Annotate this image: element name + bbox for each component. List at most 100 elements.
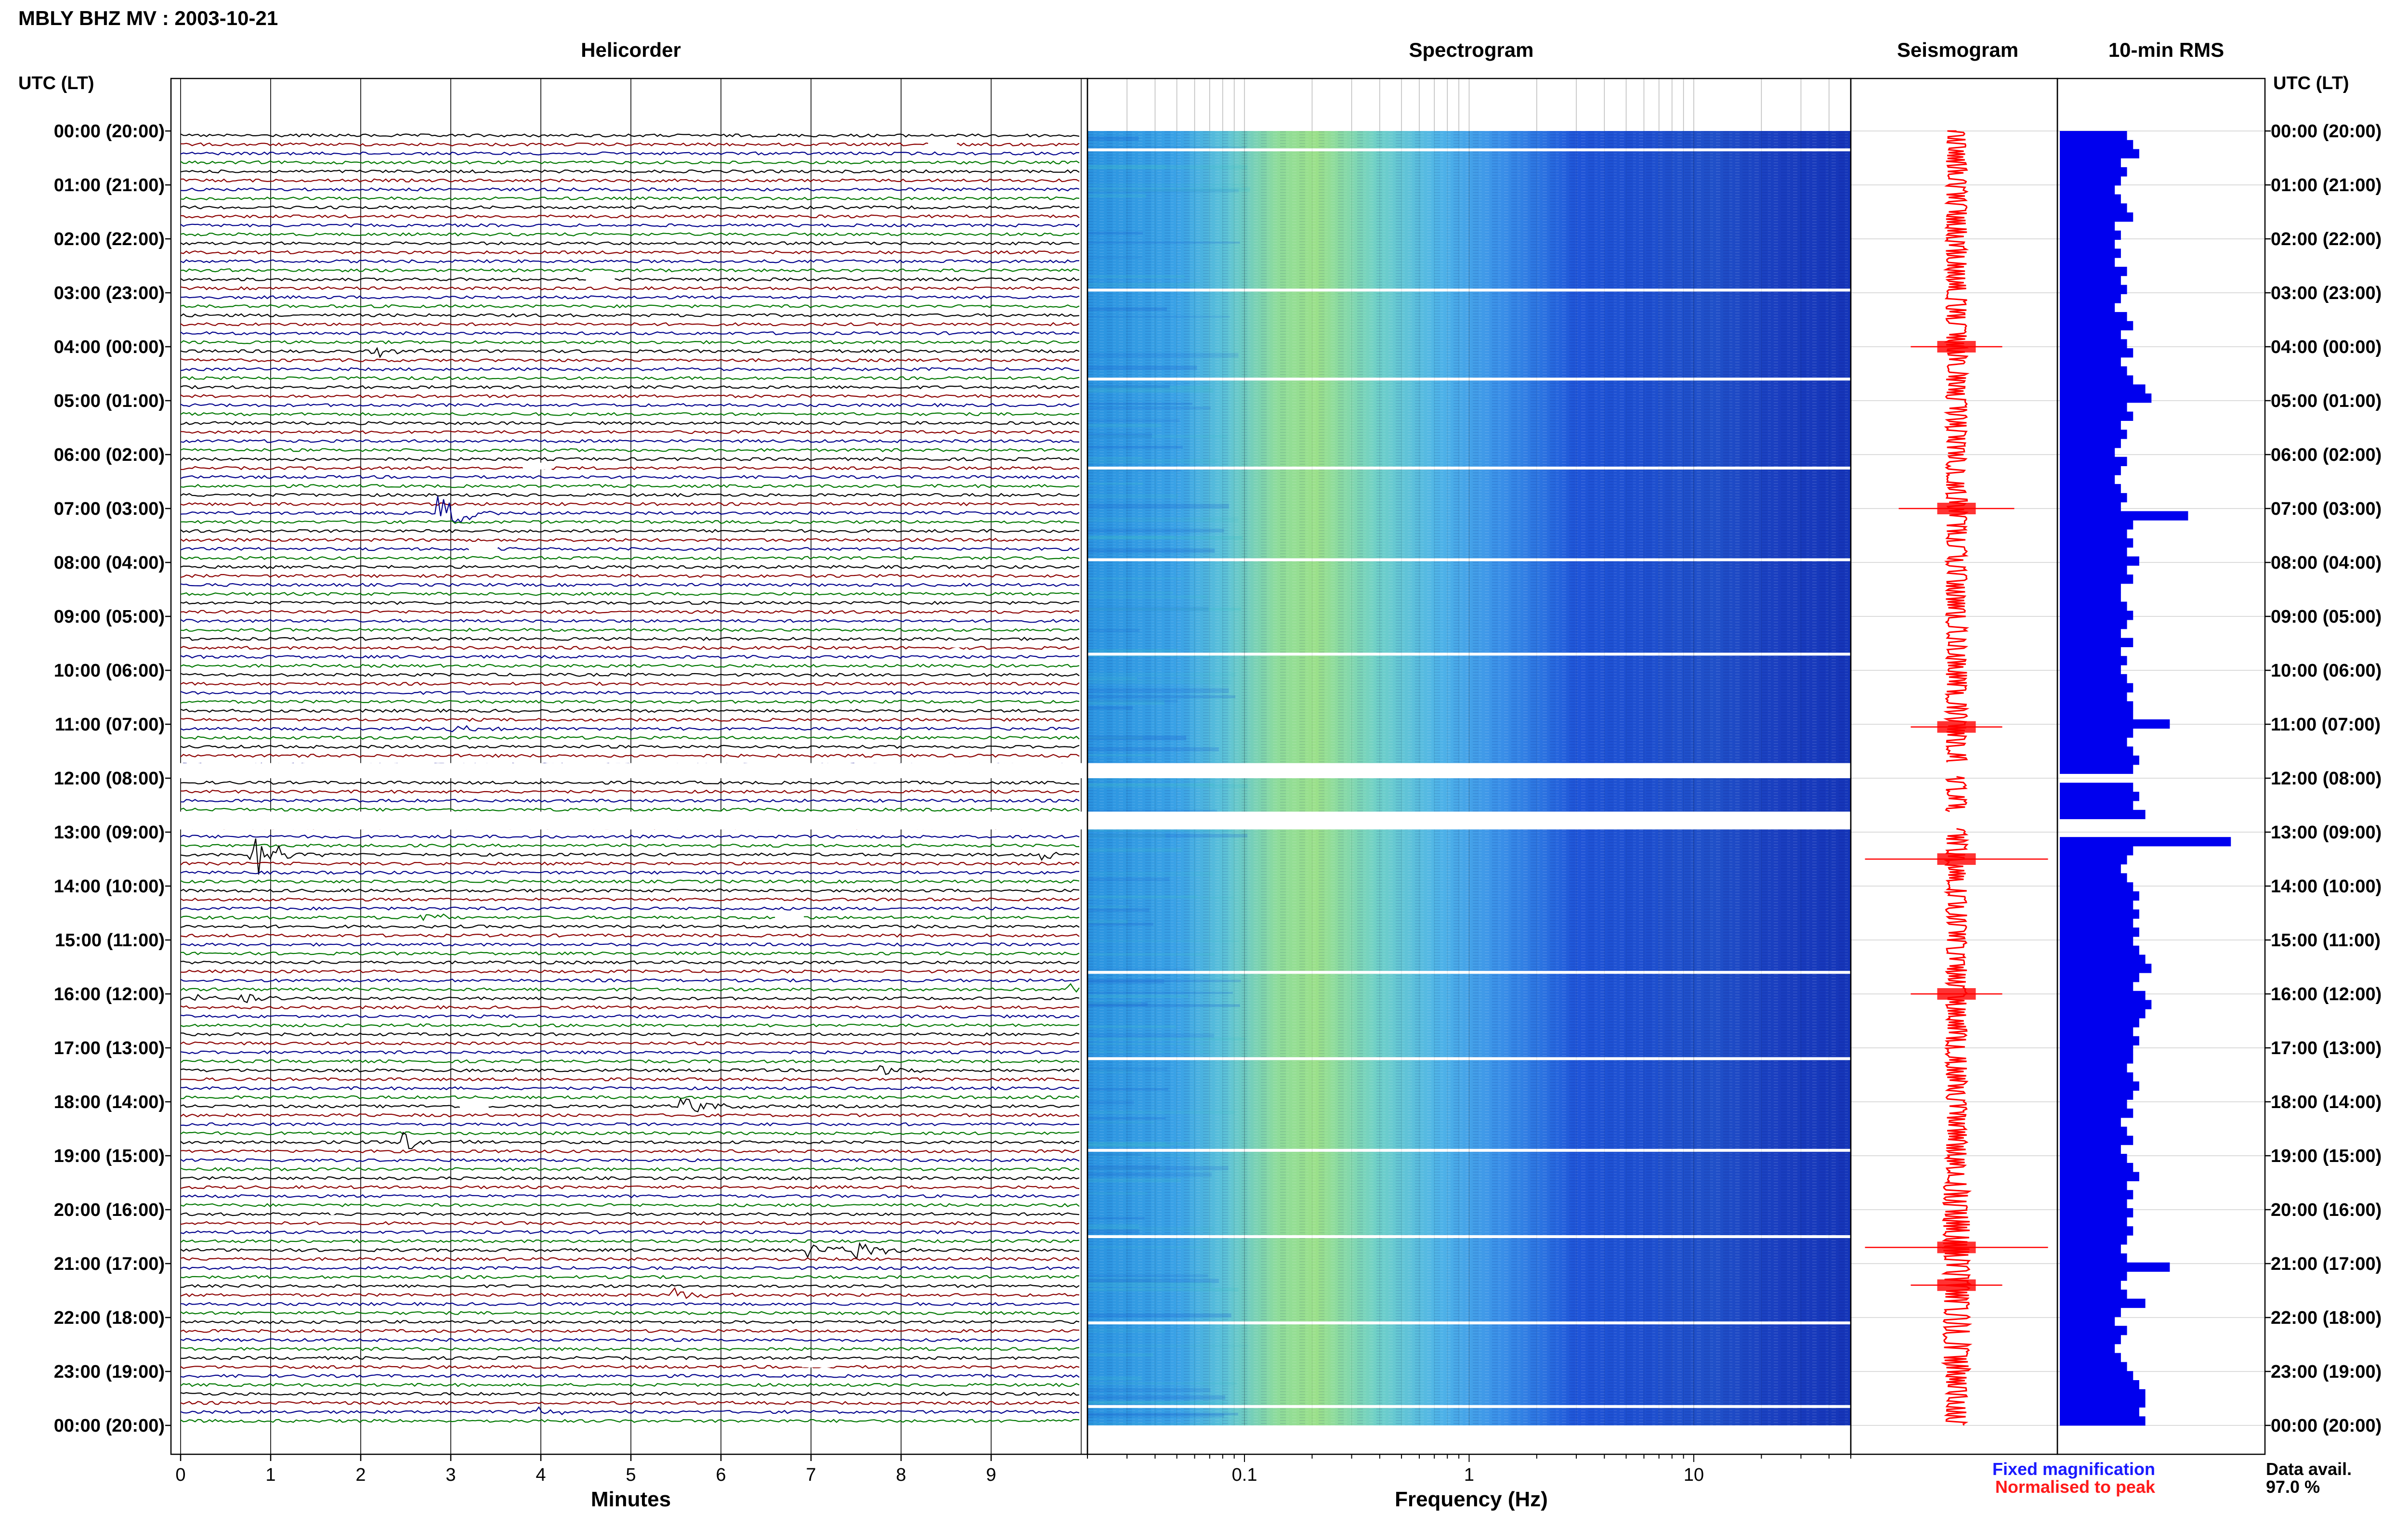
helicorder-trace — [180, 1194, 1080, 1199]
helicorder-trace — [180, 160, 1080, 165]
time-label-right: 14:00 (10:00) — [2271, 876, 2382, 897]
rms-bar — [2060, 538, 2133, 548]
rms-bar — [2060, 1407, 2139, 1417]
helicorder-trace — [180, 1132, 1080, 1149]
rms-bar — [2060, 1036, 2139, 1046]
helicorder-trace — [180, 700, 1080, 704]
helicorder-trace — [180, 1158, 1080, 1162]
seismogram-burst — [1937, 341, 1976, 352]
time-label-right: 11:00 (07:00) — [2271, 715, 2381, 735]
spectrogram-stripe — [1087, 577, 1186, 580]
spectrogram-stripe — [1087, 992, 1233, 994]
spectrogram-stripe — [1087, 1142, 1189, 1146]
rms-bar — [2060, 756, 2139, 765]
time-label-left: 18:00 (14:00) — [54, 1092, 165, 1112]
helicorder-trace — [180, 403, 1080, 407]
spectrogram-stripe — [1087, 923, 1153, 926]
spectrogram-stripe — [1087, 677, 1138, 680]
rms-bar — [2060, 638, 2133, 647]
seismogram-burst — [1937, 503, 1976, 514]
helicorder-trace — [180, 1203, 1080, 1207]
spectrogram-stripe — [1087, 1217, 1145, 1220]
rms-bar — [2060, 475, 2115, 484]
spectrogram-stripe — [1087, 283, 1200, 287]
rms-bar — [2060, 665, 2121, 675]
spectrogram-stripe — [1087, 232, 1143, 235]
spectrogram-stripe — [1087, 315, 1230, 318]
seismogram-burst — [1937, 721, 1976, 733]
rms-bar — [2060, 1298, 2146, 1308]
helicorder-trace — [180, 780, 1080, 785]
rms-bar — [2060, 1145, 2121, 1154]
time-label-left: 19:00 (15:00) — [54, 1146, 165, 1166]
spectrogram-stripe — [1087, 953, 1215, 956]
helicorder-trace — [180, 951, 1080, 956]
rms-bar — [2060, 303, 2115, 313]
time-label-right: 16:00 (12:00) — [2271, 984, 2382, 1005]
helicorder-trace — [180, 1221, 1080, 1226]
helicorder-x-tick-label: 7 — [806, 1465, 816, 1485]
spectrogram-stripe — [1087, 591, 1173, 594]
spectrogram-stripe — [1087, 895, 1197, 898]
helicorder-trace — [180, 1392, 1080, 1397]
rms-bar — [2060, 710, 2133, 720]
rms-bar — [2060, 954, 2146, 964]
helicorder-trace — [180, 870, 1080, 875]
helicorder-trace — [180, 879, 1080, 884]
helicorder-trace — [181, 1086, 1080, 1091]
helicorder-trace — [180, 178, 1080, 183]
helicorder-trace — [180, 565, 1080, 569]
rms-bar — [2060, 964, 2152, 973]
spectrogram-stripe — [1087, 307, 1167, 311]
spectrogram-stripe — [1087, 848, 1182, 852]
spectrogram-stripe — [1087, 1037, 1246, 1041]
helicorder-trace — [180, 268, 1080, 273]
rms-bar — [2060, 167, 2127, 177]
rms-bar — [2060, 1117, 2121, 1127]
helicorder-trace — [180, 735, 1080, 740]
helicorder-trace — [180, 627, 1080, 632]
spectrogram-gap-line — [1087, 1235, 1851, 1238]
helicorder-trace — [180, 969, 1080, 974]
helicorder-trace — [180, 838, 1080, 875]
helicorder-trace — [180, 610, 1080, 614]
spectrogram-stripe — [1087, 385, 1210, 389]
rms-bar — [2060, 674, 2127, 684]
rms-bar — [2060, 294, 2121, 303]
helicorder-trace — [180, 583, 1080, 587]
helicorder-trace — [180, 475, 1080, 480]
helicorder-trace — [180, 798, 1080, 803]
spectrogram-stripe — [1087, 1043, 1211, 1045]
spectrogram-stripe — [1087, 1000, 1141, 1005]
rms-bar — [2060, 1054, 2133, 1064]
time-label-right: 06:00 (02:00) — [2271, 445, 2382, 465]
rms-bar — [2060, 1045, 2133, 1055]
helicorder-trace — [180, 529, 1080, 533]
helicorder-trace — [180, 538, 1080, 542]
helicorder-x-tick-label: 8 — [896, 1465, 906, 1485]
rms-bar — [2060, 556, 2139, 566]
helicorder-trace — [180, 708, 1080, 713]
rms-bar — [2060, 647, 2121, 656]
spectrogram-stripe — [1087, 536, 1243, 540]
spectrogram-stripe — [1087, 433, 1152, 438]
spectrogram-stripe — [1087, 535, 1174, 539]
spectrogram-gap-line — [1087, 1149, 1851, 1152]
rms-bar — [2060, 393, 2152, 403]
time-label-right: 22:00 (18:00) — [2271, 1308, 2382, 1328]
rms-bar — [2060, 348, 2133, 358]
helicorder-trace — [180, 1338, 1080, 1343]
time-label-left: 13:00 (09:00) — [54, 822, 165, 843]
seismogram-title: Seismogram — [1897, 39, 2018, 61]
helicorder-trace — [180, 1239, 1080, 1243]
rms-bar — [2060, 900, 2133, 910]
rms-bar — [2060, 529, 2127, 539]
time-label-left: 14:00 (10:00) — [54, 876, 165, 897]
rms-bar — [2060, 547, 2127, 557]
rms-bar — [2060, 792, 2139, 801]
helicorder-trace — [180, 169, 1080, 174]
spectrogram-stripe — [1087, 695, 1236, 698]
time-label-right: 20:00 (16:00) — [2271, 1200, 2382, 1220]
rms-bar — [2060, 1362, 2127, 1371]
spectrogram-stripe — [1087, 136, 1139, 141]
